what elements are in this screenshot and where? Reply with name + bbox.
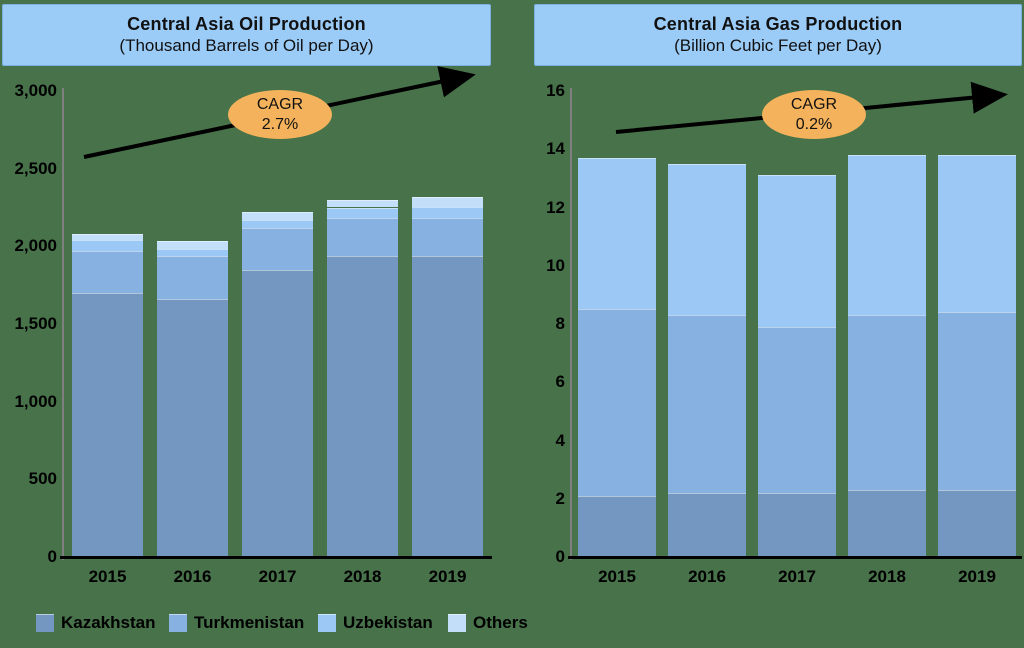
gas-bar-uzbekistan-2017 <box>758 175 836 327</box>
legend-swatch-turkmenistan <box>169 614 187 632</box>
legend-item-turkmenistan: Turkmenistan <box>169 610 304 636</box>
oil-xtick-2017: 2017 <box>258 567 297 586</box>
legend-item-others: Others <box>448 610 528 636</box>
oil-cagr-value: 2.7% <box>261 115 299 133</box>
gas-ytick-label: 2 <box>555 488 565 508</box>
oil-cagr-badge: CAGR 2.7% <box>228 90 332 139</box>
oil-bar-kazakhstan-2015 <box>72 292 143 557</box>
oil-bar-others-2018 <box>327 199 398 208</box>
oil-bar-turkmenistan-2015 <box>72 250 143 293</box>
oil-bar-kazakhstan-2018 <box>327 256 398 557</box>
oil-bar-turkmenistan-2019 <box>412 217 483 257</box>
oil-bar-uzbekistan-2016 <box>157 248 228 257</box>
gas-bar-kazakhstan-2018 <box>848 490 926 557</box>
legend-item-uzbekistan: Uzbekistan <box>318 610 433 636</box>
gas-bar-turkmenistan-2019 <box>938 312 1016 490</box>
oil-ytick-label: 2,000 <box>14 236 57 256</box>
gas-ytick-label: 4 <box>555 430 565 450</box>
legend-swatch-others <box>448 614 466 632</box>
gas-xtick-2017: 2017 <box>778 567 816 586</box>
oil-ytick-label: 0 <box>47 547 57 566</box>
gas-bar-kazakhstan-2016 <box>668 492 746 557</box>
oil-ytick-label: 500 <box>28 469 57 489</box>
oil-bar-kazakhstan-2017 <box>242 269 313 557</box>
oil-xtick-2015: 2015 <box>88 567 127 586</box>
legend-item-kazakhstan: Kazakhstan <box>36 610 155 636</box>
oil-bar-others-2015 <box>72 233 143 241</box>
legend-label-turkmenistan: Turkmenistan <box>194 613 305 632</box>
gas-xtick-2016: 2016 <box>688 567 726 586</box>
gas-ytick-label: 6 <box>555 372 565 392</box>
gas-bar-uzbekistan-2015 <box>578 157 656 310</box>
oil-bar-others-2016 <box>157 240 228 249</box>
gas-xtick-2015: 2015 <box>598 567 636 586</box>
gas-bar-turkmenistan-2017 <box>758 326 836 493</box>
gas-ytick-label: 14 <box>546 139 565 159</box>
gas-chart-title: Central Asia Gas Production <box>653 14 903 34</box>
gas-xtick-2018: 2018 <box>868 567 906 586</box>
gas-chart-title-box: Central Asia Gas Production (Billion Cub… <box>534 4 1022 66</box>
legend-label-uzbekistan: Uzbekistan <box>343 613 433 632</box>
gas-cagr-badge: CAGR 0.2% <box>762 90 866 139</box>
gas-ytick-label: 0 <box>555 547 565 566</box>
gas-bar-uzbekistan-2019 <box>938 155 1016 313</box>
oil-bar-uzbekistan-2017 <box>242 219 313 229</box>
gas-bar-turkmenistan-2018 <box>848 315 926 490</box>
gas-cagr-value: 0.2% <box>795 115 833 133</box>
oil-cagr-label: CAGR <box>256 95 304 113</box>
gas-xtick-2019: 2019 <box>958 567 996 586</box>
oil-x-axis-line <box>60 556 492 559</box>
oil-bar-uzbekistan-2019 <box>412 206 483 218</box>
legend-label-others: Others <box>473 613 528 632</box>
oil-bar-kazakhstan-2019 <box>412 256 483 557</box>
gas-cagr-label: CAGR <box>790 95 838 113</box>
oil-chart-title-box: Central Asia Oil Production (Thousand Ba… <box>2 4 491 66</box>
gas-x-axis-line <box>568 556 1022 559</box>
legend: Kazakhstan Turkmenistan Uzbekistan Others <box>0 610 1024 640</box>
oil-bar-kazakhstan-2016 <box>157 299 228 557</box>
oil-chart-title: Central Asia Oil Production <box>127 14 366 34</box>
oil-bar-uzbekistan-2015 <box>72 240 143 251</box>
gas-bar-turkmenistan-2016 <box>668 315 746 493</box>
legend-swatch-uzbekistan <box>318 614 336 632</box>
gas-ytick-label: 8 <box>555 314 565 333</box>
oil-xtick-2018: 2018 <box>343 567 382 586</box>
gas-bar-uzbekistan-2016 <box>668 163 746 316</box>
oil-xtick-2016: 2016 <box>173 567 212 586</box>
oil-bar-others-2019 <box>412 197 483 207</box>
oil-ytick-label: 1,000 <box>14 391 57 411</box>
gas-ytick-label: 16 <box>546 81 565 100</box>
gas-y-axis-line <box>570 88 572 560</box>
gas-bar-turkmenistan-2015 <box>578 309 656 496</box>
oil-y-axis-line <box>62 88 64 560</box>
oil-ytick-label: 2,500 <box>14 158 57 178</box>
oil-ytick-label: 1,500 <box>14 314 57 333</box>
gas-ytick-label: 10 <box>546 255 565 275</box>
oil-bar-turkmenistan-2016 <box>157 256 228 300</box>
oil-bar-uzbekistan-2018 <box>327 207 398 218</box>
oil-bar-others-2017 <box>242 212 313 220</box>
gas-ytick-label: 12 <box>546 197 565 217</box>
oil-xtick-2019: 2019 <box>428 567 467 586</box>
oil-ytick-label: 3,000 <box>14 81 57 100</box>
gas-bar-uzbekistan-2018 <box>848 155 926 316</box>
gas-bar-kazakhstan-2017 <box>758 492 836 557</box>
oil-bar-turkmenistan-2018 <box>327 217 398 257</box>
legend-swatch-kazakhstan <box>36 614 54 632</box>
gas-bar-kazakhstan-2015 <box>578 495 656 557</box>
oil-chart-subtitle: (Thousand Barrels of Oil per Day) <box>119 36 374 55</box>
oil-bar-turkmenistan-2017 <box>242 228 313 270</box>
gas-chart-subtitle: (Billion Cubic Feet per Day) <box>674 36 882 55</box>
gas-bar-kazakhstan-2019 <box>938 490 1016 557</box>
legend-label-kazakhstan: Kazakhstan <box>61 613 156 632</box>
